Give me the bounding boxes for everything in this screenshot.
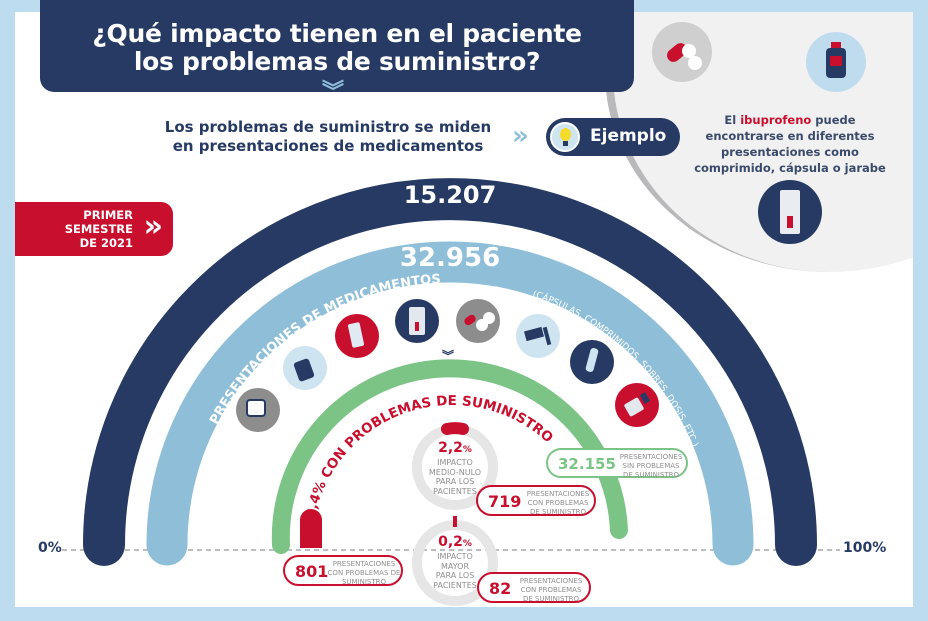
presentation-icons xyxy=(236,299,659,432)
title-banner: ¿Qué impacto tienen en el paciente los p… xyxy=(40,0,634,92)
page-title-line2: los problemas de suministro? xyxy=(133,47,541,76)
chevron-down-icon: ︾ xyxy=(322,80,345,105)
with-problems-segment xyxy=(300,509,322,548)
highlight-ibuprofeno: ibuprofeno xyxy=(740,113,812,127)
presentations-count: 32.956 xyxy=(399,243,501,273)
axis-min-label: 0% xyxy=(38,540,62,556)
presentations-arc xyxy=(146,241,754,566)
example-description: El ibuprofeno puede encontrarse en difer… xyxy=(694,113,886,175)
chevron-right-icon: » xyxy=(143,209,163,244)
subtitle: Los problemas de suministro se miden en … xyxy=(164,118,492,155)
chevron-down-icon: ︾ xyxy=(442,348,454,363)
syrup-bottle-icon xyxy=(806,32,866,92)
impact-low-count-box: 719 PRESENTACIONES CON PROBLEMAS DE SUMI… xyxy=(476,485,596,516)
lightbulb-icon xyxy=(550,122,580,152)
tablet-blister-icon xyxy=(758,180,822,244)
authorized-arc xyxy=(83,178,817,566)
no-problems-box: 32.155 PRESENTACIONES SIN PROBLEMAS DE S… xyxy=(546,448,688,479)
impact-low-text: 2,2% IMPACTO MEDIO-NULO PARA LOS PACIENT… xyxy=(428,440,482,496)
capsule-pills-icon xyxy=(652,22,712,82)
chevron-down-icon: ︾ xyxy=(442,230,454,245)
authorized-count: 15.207 xyxy=(403,181,497,209)
page-title-line1: ¿Qué impacto tienen en el paciente xyxy=(92,19,582,48)
impact-high-text: 0,2% IMPACTO MAYOR PARA LOS PACIENTES xyxy=(433,534,477,590)
chevron-right-icon: » xyxy=(512,121,529,151)
impact-high-count-box: 82 PRESENTACIONES CON PROBLEMAS DE SUMIN… xyxy=(477,572,591,603)
axis-max-label: 100% xyxy=(843,540,887,556)
example-button[interactable]: Ejemplo xyxy=(546,118,680,156)
with-problems-box: 801 PRESENTACIONES CON PROBLEMAS DE SUMI… xyxy=(283,555,403,586)
period-badge: PRIMER SEMESTRE DE 2021 » xyxy=(15,202,173,256)
